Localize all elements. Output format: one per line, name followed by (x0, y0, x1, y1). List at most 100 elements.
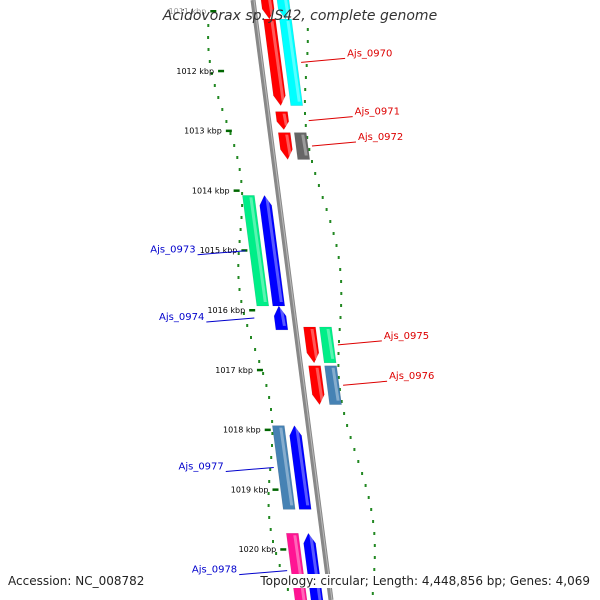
gc-dot (317, 184, 320, 187)
gc-dot (340, 304, 343, 307)
gene-feature (260, 0, 275, 20)
gene-label: Ajs_0970 (347, 48, 392, 59)
gene-feature (273, 305, 289, 331)
gc-dot (242, 312, 245, 315)
gc-dot (254, 348, 257, 351)
gc-dot (373, 568, 376, 571)
gc-dot (241, 192, 244, 195)
kbp-tick-mark (249, 309, 256, 312)
gene-label: Ajs_0973 (150, 245, 195, 256)
gc-dot (233, 144, 236, 147)
gc-dot (372, 520, 375, 523)
gc-dot (364, 484, 367, 487)
kbp-tick-label: 1012 kbp (176, 67, 214, 76)
gc-dot (265, 384, 268, 387)
gene-label-leader (225, 466, 274, 472)
gc-dot (267, 504, 270, 507)
gc-dot (371, 592, 374, 595)
gc-dot (373, 532, 376, 535)
gene-sheen (285, 134, 292, 156)
gc-dot (270, 456, 273, 459)
kbp-tick-label: 1020 kbp (239, 545, 277, 554)
gene-sheen (310, 328, 319, 359)
gene-label: Ajs_0978 (192, 565, 237, 576)
gc-dot (238, 240, 241, 243)
gc-dot (337, 376, 340, 379)
gc-dot (357, 460, 360, 463)
gc-dot (304, 112, 306, 115)
gc-dot (321, 196, 324, 199)
gene-sheen (265, 197, 283, 303)
kbp-tick-mark (218, 69, 225, 73)
gc-dot (303, 100, 306, 103)
gc-dot (311, 160, 313, 163)
gc-dot (225, 120, 228, 123)
gc-dot (207, 24, 210, 27)
gc-dot (221, 108, 224, 111)
gc-dot (306, 40, 309, 43)
gene-sheen (295, 427, 310, 506)
gene-label: Ajs_0976 (389, 371, 434, 382)
gc-dot (213, 84, 216, 87)
gc-dot (238, 168, 241, 171)
gc-dot (367, 496, 370, 499)
kbp-tick-mark (233, 189, 240, 192)
gene-label-layer: Ajs_0970 Ajs_0971 Ajs_0972 Ajs_0973 Ajs_0974… (150, 48, 434, 575)
gc-dot (337, 364, 340, 367)
gc-dot (268, 396, 271, 399)
gc-dot (335, 244, 338, 247)
kbp-tick-label: 1014 kbp (192, 186, 230, 195)
gene-label-leader (239, 570, 288, 576)
gene-feature (289, 425, 312, 510)
gc-dot (236, 156, 239, 159)
gc-dot (271, 444, 273, 447)
gc-dot (314, 172, 317, 175)
gene-feature (275, 111, 290, 131)
gene-sheen (326, 328, 335, 359)
kbp-tick-mark (280, 548, 287, 551)
gene-label-leader (311, 141, 357, 147)
gc-dot (217, 96, 220, 99)
gene-feature (303, 326, 320, 364)
gene-label: Ajs_0971 (355, 107, 400, 118)
gene-feature (276, 0, 291, 20)
gc-dot (240, 300, 243, 303)
gc-dot (278, 564, 281, 567)
gc-dot (240, 180, 243, 183)
kbp-tick-label: 1017 kbp (215, 366, 253, 375)
gc-dot (373, 556, 376, 559)
gene-label-leader (301, 57, 346, 63)
gc-dot (337, 352, 340, 355)
gc-dot (237, 264, 240, 267)
gc-dot (308, 148, 311, 151)
genome-backbone (250, 0, 334, 600)
gc-content-dots (207, 24, 376, 595)
gene-sheen (279, 308, 286, 326)
kbp-tick-label: 1019 kbp (231, 485, 269, 494)
kbp-tick-mark (264, 428, 271, 432)
gene-feature (277, 132, 293, 160)
gc-dot (262, 372, 265, 375)
gc-dot (258, 360, 261, 363)
gc-dot (275, 552, 278, 555)
gene-label: Ajs_0975 (384, 331, 429, 342)
gc-dot (271, 420, 274, 423)
gene-label: Ajs_0974 (159, 312, 204, 323)
gene-feature (319, 326, 337, 364)
gc-dot (237, 276, 240, 279)
gc-dot (373, 544, 376, 547)
gc-dot (338, 388, 341, 391)
gc-dot (268, 480, 271, 483)
kbp-tick-label: 1016 kbp (207, 306, 245, 315)
gene-sheen (270, 20, 285, 102)
gc-dot (338, 328, 341, 331)
backbone-highlight (253, 0, 333, 600)
gene-label-leader (206, 317, 255, 323)
gene-feature (324, 365, 342, 405)
gc-dot (332, 232, 335, 235)
accession-text: Accession: NC_008782 (8, 574, 145, 588)
gc-dot (337, 256, 340, 259)
gene-feature (293, 132, 311, 160)
gene-sheen (282, 113, 288, 126)
